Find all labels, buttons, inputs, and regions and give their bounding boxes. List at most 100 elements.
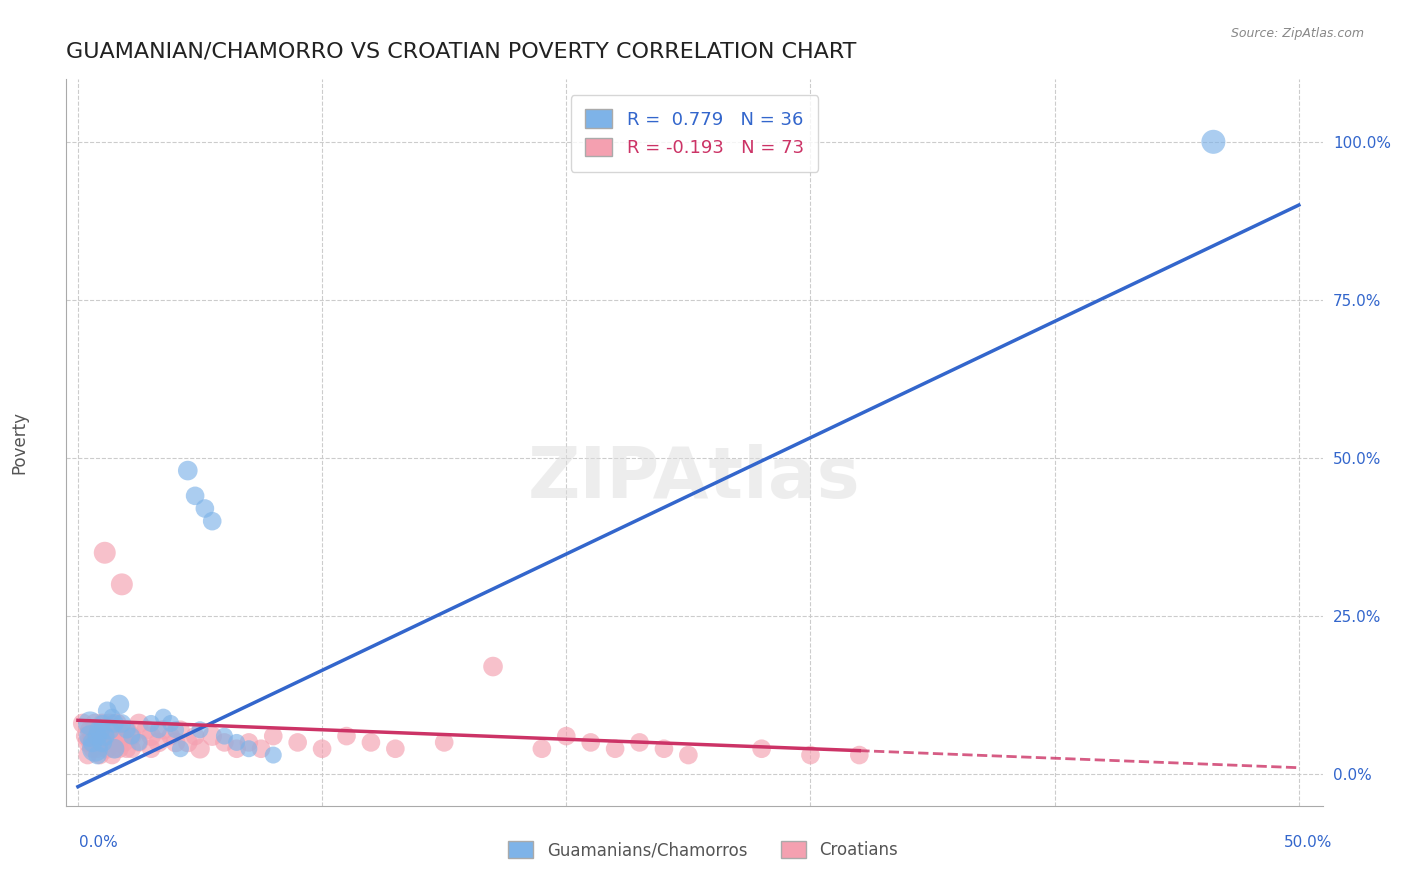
Point (98, 723, 121, 737)
Legend: Guamanians/Chamorros, Croatians: Guamanians/Chamorros, Croatians (502, 834, 904, 866)
Point (98, 716, 121, 731)
Point (848, 747, 870, 762)
Point (652, 741, 675, 756)
Text: 50.0%: 50.0% (1284, 836, 1331, 850)
Point (89, 723, 111, 737)
Point (177, 464, 200, 478)
Point (91, 735, 114, 749)
Point (141, 716, 163, 731)
Text: ZIPAtlas: ZIPAtlas (529, 444, 860, 513)
Point (94, 546, 117, 560)
Point (91, 735, 114, 749)
Point (188, 741, 211, 756)
Point (262, 729, 284, 743)
Point (112, 735, 135, 749)
Point (82, 741, 104, 756)
Point (108, 723, 131, 737)
Point (678, 747, 700, 762)
Point (128, 735, 150, 749)
Point (76, 735, 98, 749)
Point (101, 723, 124, 737)
Point (214, 735, 236, 749)
Point (108, 741, 131, 756)
Point (84, 735, 107, 749)
Point (384, 741, 406, 756)
Point (101, 710, 124, 724)
Point (79, 716, 101, 731)
Point (115, 723, 138, 737)
Point (799, 747, 821, 762)
Point (76, 747, 98, 762)
Point (108, 698, 131, 712)
Point (94, 729, 117, 743)
Point (86, 747, 108, 762)
Point (184, 729, 207, 743)
Point (91, 716, 114, 731)
Point (128, 735, 150, 749)
Point (103, 729, 125, 743)
Text: 0.0%: 0.0% (79, 836, 118, 850)
Point (79, 729, 101, 743)
Point (96, 741, 118, 756)
Point (111, 716, 134, 731)
Point (262, 747, 284, 762)
Point (79, 723, 101, 737)
Point (159, 716, 181, 731)
Y-axis label: Poverty: Poverty (10, 410, 28, 474)
Point (148, 735, 170, 749)
Point (94, 723, 117, 737)
Text: Source: ZipAtlas.com: Source: ZipAtlas.com (1230, 27, 1364, 40)
Point (121, 741, 143, 756)
Point (152, 710, 174, 724)
Point (89, 747, 111, 762)
Point (360, 735, 382, 749)
Point (177, 735, 200, 749)
Point (250, 741, 273, 756)
Point (530, 741, 553, 756)
Point (84, 716, 107, 731)
Point (75, 729, 97, 743)
Point (96, 729, 118, 743)
Point (72, 716, 94, 731)
Point (482, 659, 505, 673)
Point (115, 741, 138, 756)
Point (82, 729, 104, 743)
Point (105, 735, 128, 749)
Point (188, 723, 211, 737)
Point (201, 729, 224, 743)
Point (103, 741, 125, 756)
Point (128, 716, 150, 731)
Point (86, 729, 108, 743)
Point (238, 735, 260, 749)
Legend: R =  0.779   N = 36, R = -0.193   N = 73: R = 0.779 N = 36, R = -0.193 N = 73 (571, 95, 818, 171)
Point (121, 729, 143, 743)
Point (214, 729, 236, 743)
Point (101, 747, 124, 762)
Point (98, 735, 121, 749)
Point (287, 735, 309, 749)
Point (555, 729, 578, 743)
Point (86, 741, 108, 756)
Point (169, 723, 191, 737)
Text: GUAMANIAN/CHAMORRO VS CROATIAN POVERTY CORRELATION CHART: GUAMANIAN/CHAMORRO VS CROATIAN POVERTY C… (66, 42, 856, 62)
Point (165, 723, 187, 737)
Point (79, 735, 101, 749)
Point (238, 741, 260, 756)
Point (86, 723, 108, 737)
Point (103, 716, 125, 731)
Point (111, 729, 134, 743)
Point (184, 489, 207, 503)
Point (82, 735, 104, 749)
Point (89, 729, 111, 743)
Point (169, 741, 191, 756)
Point (96, 704, 118, 718)
Point (152, 723, 174, 737)
Point (148, 723, 170, 737)
Point (201, 514, 224, 528)
Point (141, 741, 163, 756)
Point (135, 723, 157, 737)
Point (115, 723, 138, 737)
Point (225, 741, 247, 756)
Point (141, 729, 163, 743)
Point (111, 577, 134, 591)
